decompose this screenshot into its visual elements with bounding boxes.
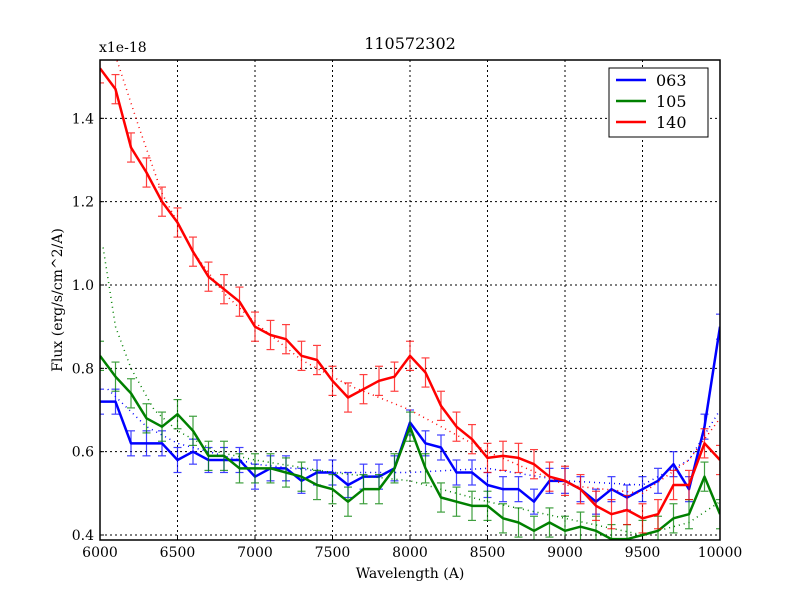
error-bar bbox=[100, 388, 104, 415]
legend-label: 063 bbox=[656, 71, 687, 90]
x-tick-label: 7000 bbox=[237, 545, 273, 561]
error-bar bbox=[716, 444, 720, 476]
series-line-140 bbox=[100, 67, 720, 520]
x-tick-label: 9500 bbox=[625, 545, 661, 561]
x-tick-label: 6500 bbox=[160, 545, 196, 561]
y-tick-label: 0.6 bbox=[72, 445, 94, 461]
x-tick-label: 9000 bbox=[547, 545, 583, 561]
series-line-105 bbox=[100, 355, 720, 540]
y-tick-label: 0.8 bbox=[72, 361, 94, 377]
chart-title: 110572302 bbox=[364, 34, 456, 53]
x-tick-label: 8500 bbox=[470, 545, 506, 561]
x-tick-label: 8000 bbox=[392, 545, 428, 561]
legend: 063 105 140 bbox=[608, 67, 709, 138]
legend-box bbox=[608, 67, 709, 138]
x-tick-label: 7500 bbox=[315, 545, 351, 561]
x-axis-label: Wavelength (A) bbox=[356, 566, 465, 582]
legend-label: 140 bbox=[656, 113, 687, 132]
error-bar bbox=[716, 498, 720, 530]
x-tick-label: 10000 bbox=[698, 545, 743, 561]
offset-label: x1e-18 bbox=[99, 40, 147, 56]
ticks: 6000 6500 7000 7500 8000 8500 9000 9500 10000 0.4… bbox=[72, 111, 743, 561]
x-tick-label: 6000 bbox=[82, 545, 118, 561]
error-bar bbox=[100, 60, 104, 84]
y-tick-label: 1.0 bbox=[72, 278, 94, 294]
y-tick-label: 1.4 bbox=[72, 111, 94, 127]
error-bar bbox=[100, 340, 104, 372]
legend-label: 105 bbox=[656, 92, 687, 111]
plot-marks bbox=[100, 60, 720, 540]
y-tick-label: 0.4 bbox=[72, 528, 94, 544]
y-axis-label: Flux (erg/s/cm^2/A) bbox=[50, 228, 66, 372]
y-tick-label: 1.2 bbox=[72, 195, 94, 211]
